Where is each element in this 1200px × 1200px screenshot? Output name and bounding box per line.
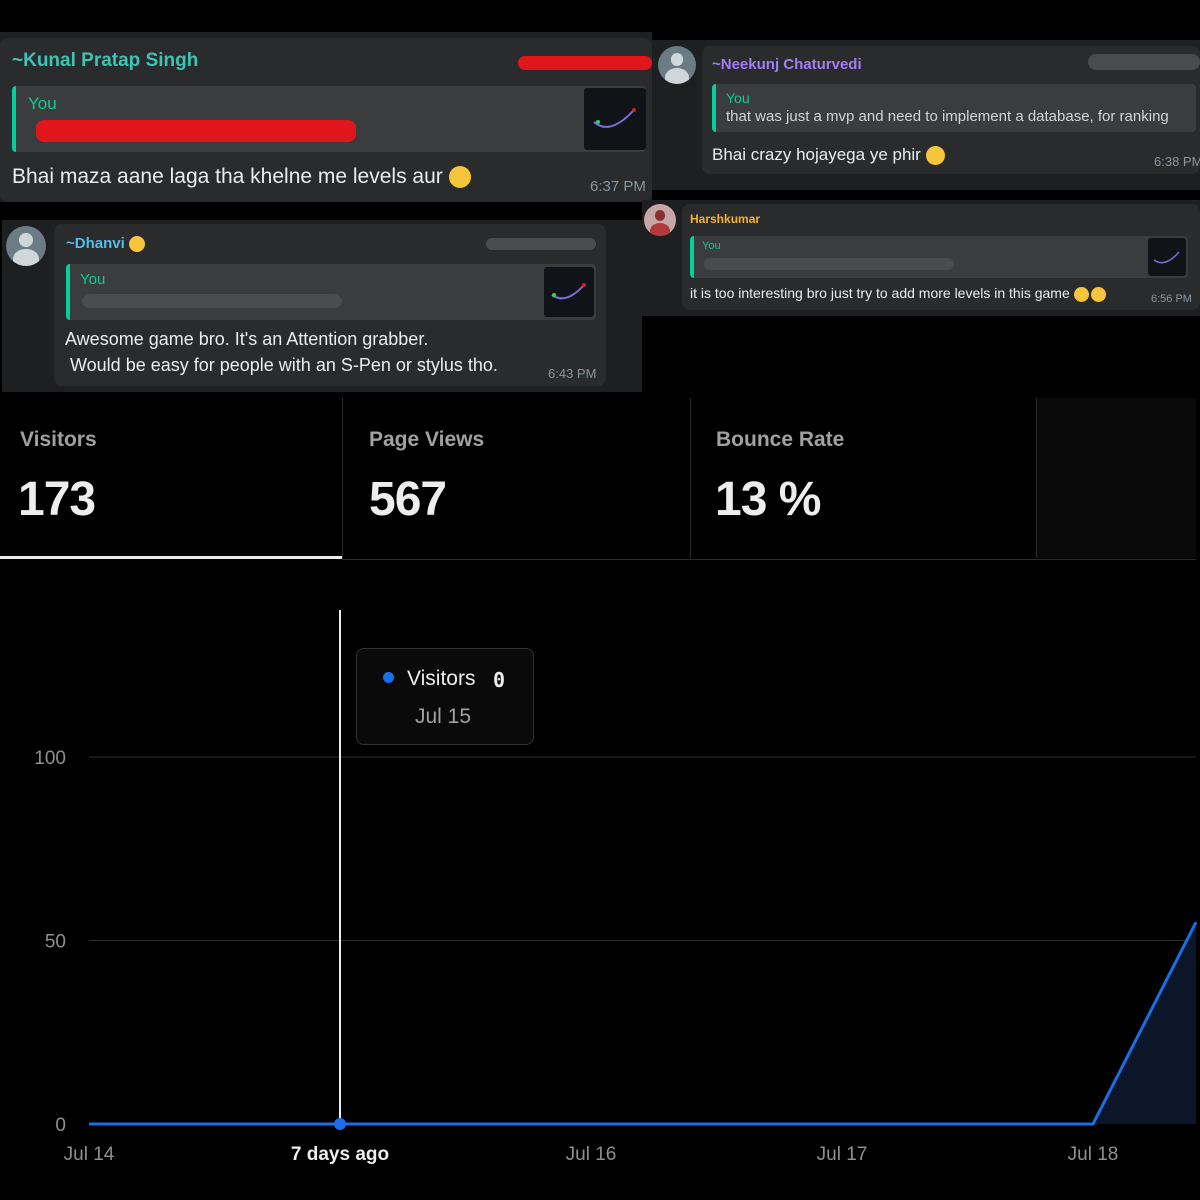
stat-label: Page Views (369, 428, 485, 451)
quote-author: You (80, 271, 106, 288)
stat-tab-visitors[interactable]: Visitors 173 (0, 398, 343, 558)
curve-thumbnail-icon (593, 108, 636, 128)
series-line (89, 921, 1198, 1126)
stat-tab-empty (1037, 398, 1196, 558)
sender-name-text: ~Dhanvi (66, 235, 125, 252)
redacted-link (82, 294, 342, 308)
sender-name[interactable]: ~Kunal Pratap Singh (12, 50, 199, 71)
quoted-message[interactable]: You (12, 86, 646, 152)
chat-panel-kunal: ~Kunal Pratap Singh You Bhai maza aane l… (0, 32, 652, 202)
x-tick-label: Jul 16 (566, 1144, 617, 1165)
quote-author: You (702, 240, 721, 252)
y-tick-label: 100 (34, 748, 66, 769)
x-tick-label: Jul 14 (64, 1144, 115, 1165)
active-tab-indicator (0, 556, 342, 559)
avatar[interactable] (644, 204, 676, 236)
laughing-emoji-icon (1090, 286, 1106, 302)
quote-author: You (28, 94, 57, 113)
game-thumbnail (1148, 238, 1186, 276)
message-time: 6:37 PM (590, 178, 646, 195)
stat-tab-page-views[interactable]: Page Views 567 (343, 398, 691, 558)
redacted-link (36, 120, 356, 142)
x-tick-label: Jul 18 (1068, 1144, 1119, 1165)
stat-value: 173 (18, 473, 96, 526)
sender-name[interactable]: ~Neekunj Chaturvedi (712, 56, 862, 73)
message-line-2: Would be easy for people with an S-Pen o… (70, 355, 498, 375)
message-text: Bhai crazy hojayega ye phir (712, 145, 945, 166)
redacted-phone (518, 56, 652, 70)
chat-panel-dhanvi: ~Dhanvi You Awesome game bro. It's an At… (2, 220, 642, 392)
chat-panel-harshkumar: Harshkumar You it is too interesting bro… (642, 200, 1200, 316)
quote-author: You (726, 90, 750, 106)
quote-text: that was just a mvp and need to implemen… (726, 108, 1169, 125)
quoted-message[interactable]: You (690, 236, 1188, 278)
pleading-face-emoji-icon (448, 166, 471, 189)
series-dot-icon (383, 672, 394, 683)
message-body: Bhai crazy hojayega ye phir (712, 145, 921, 164)
laughing-emoji-icon (1073, 286, 1089, 302)
x-tick-label: Jul 17 (817, 1144, 868, 1165)
stat-tab-bounce-rate[interactable]: Bounce Rate 13 % (691, 398, 1037, 558)
x-tick-label: 7 days ago (291, 1144, 389, 1165)
stat-value: 567 (369, 473, 447, 526)
message-text: it is too interesting bro just try to ad… (690, 285, 1106, 302)
sender-name[interactable]: Harshkumar (690, 212, 761, 226)
redacted-phone (1088, 54, 1200, 70)
quoted-message[interactable]: You (66, 264, 596, 320)
message-time: 6:56 PM (1151, 293, 1192, 305)
tooltip-series-name: Visitors (407, 667, 476, 690)
sunglasses-emoji-icon (925, 146, 945, 166)
stat-label: Visitors (20, 428, 97, 451)
quoted-message[interactable]: You that was just a mvp and need to impl… (712, 84, 1196, 132)
message-body: it is too interesting bro just try to ad… (690, 285, 1070, 301)
tooltip-value: 0 (493, 668, 506, 692)
stats-bar: Visitors 173 Page Views 567 Bounce Rate … (0, 398, 1196, 560)
message-time: 6:43 PM (548, 366, 597, 381)
chart-tooltip: Visitors 0 Jul 15 (356, 648, 534, 745)
curve-thumbnail-icon (1153, 251, 1180, 264)
y-tick-label: 0 (55, 1115, 66, 1136)
grinning-emoji-icon (128, 236, 145, 253)
y-tick-label: 50 (45, 932, 66, 953)
message-body: Bhai maza aane laga tha khelne me levels… (12, 165, 443, 188)
message-line-1: Awesome game bro. It's an Attention grab… (65, 329, 429, 349)
game-thumbnail (584, 88, 646, 150)
stats-divider (342, 559, 1196, 560)
avatar[interactable] (6, 226, 46, 266)
message-text: Bhai maza aane laga tha khelne me levels… (12, 165, 471, 189)
series-area (89, 922, 1196, 1124)
sender-name[interactable]: ~Dhanvi (66, 235, 145, 253)
message-time: 6:38 PM (1154, 154, 1200, 169)
redacted-link (704, 258, 954, 270)
game-thumbnail (544, 267, 594, 317)
chat-panel-neekunj: ~Neekunj Chaturvedi You that was just a … (652, 40, 1200, 190)
redacted-phone (486, 238, 596, 250)
stat-label: Bounce Rate (716, 428, 845, 451)
hover-point (334, 1118, 346, 1130)
avatar[interactable] (658, 46, 696, 84)
visitors-chart[interactable]: 0 50 100 Jul 14 7 days ago Jul 16 Jul 17 Jul 18 (0, 560, 1200, 1200)
tooltip-date: Jul 15 (415, 705, 472, 728)
curve-thumbnail-icon (551, 283, 586, 300)
stat-value: 13 % (715, 473, 821, 526)
